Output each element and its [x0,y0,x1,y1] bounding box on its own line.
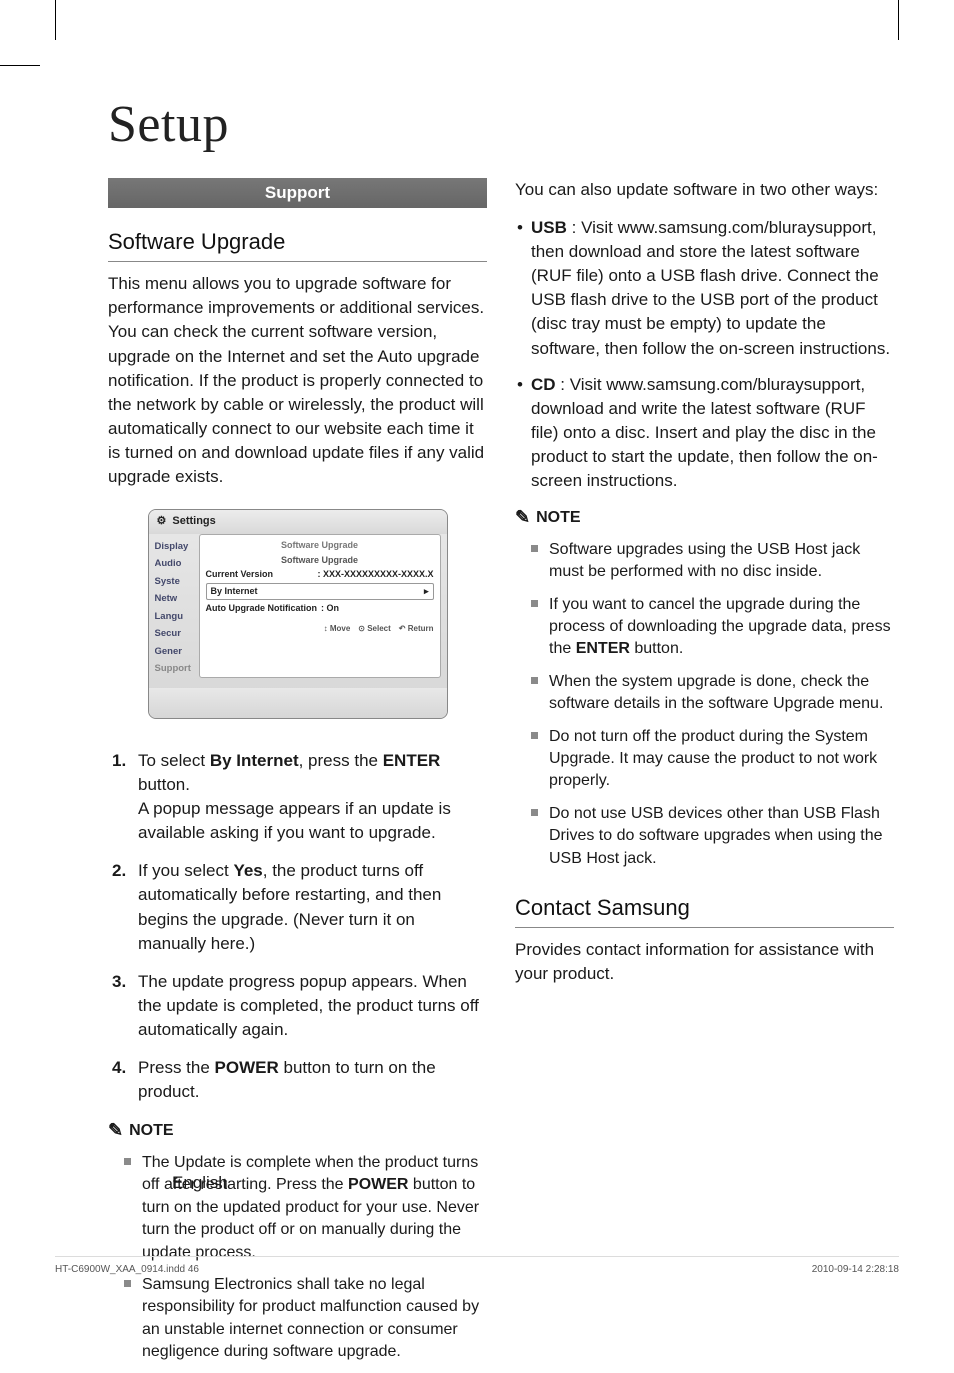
move-hint: ↕ Move [324,623,351,634]
cv-value: : XXX-XXXXXXXXX-XXXX.X [273,568,433,581]
select-hint: ⊙ Select [358,623,391,634]
note-item: If you want to cancel the upgrade during… [549,594,894,661]
note-item: Software upgrades using the USB Host jac… [549,539,894,584]
footer-lang: English [172,1171,228,1195]
col2-intro: You can also update software in two othe… [515,178,894,202]
section-contact-samsung: Contact Samsung [515,892,894,928]
page-title: Setup [108,88,894,162]
page-footer: English [108,1171,894,1195]
note-item: When the system upgrade is done, check t… [549,671,894,716]
settings-controls: ↕ Move ⊙ Select ↶ Return [206,617,434,634]
section-software-upgrade: Software Upgrade [108,226,487,262]
crop-mark [55,0,56,40]
sidebar-item: Support [155,660,199,677]
support-heading: Support [108,178,487,208]
auto-upgrade-row: Auto Upgrade Notification : On [206,602,434,615]
note-item: Do not use USB devices other than USB Fl… [549,803,894,870]
sidebar-item: Secur [155,625,199,642]
note-label: NOTE [129,1120,173,1143]
step-4: Press the POWER button to turn on the pr… [138,1056,487,1104]
step-2: If you select Yes, the product turns off… [138,859,487,956]
settings-sidebar: Display Audio Syste Netw Langu Secur Gen… [155,534,199,678]
gear-icon: ⚙ [157,514,167,530]
note-icon: ✎ [515,505,530,531]
step-3: The update progress popup appears. When … [138,970,487,1042]
print-file: HT-C6900W_XAA_0914.indd 46 [55,1263,199,1277]
note-item: Samsung Electronics shall take no legal … [142,1274,487,1364]
by-internet-label: By Internet [211,585,258,598]
settings-label: Settings [172,514,215,530]
print-date: 2010-09-14 2:28:18 [812,1263,899,1277]
settings-subheader: Software Upgrade [206,554,434,567]
note-item: The Update is complete when the product … [142,1152,487,1264]
settings-title: ⚙ Settings [149,510,447,534]
note-label: NOTE [536,507,580,530]
steps-list: To select By Internet, press the ENTER b… [108,749,487,1105]
sidebar-item: Gener [155,643,199,660]
note-heading: ✎ NOTE [515,505,894,531]
sidebar-item: Netw [155,590,199,607]
print-info: HT-C6900W_XAA_0914.indd 46 2010-09-14 2:… [55,1256,899,1277]
page-content: Setup Support Software Upgrade This menu… [108,88,894,1267]
settings-lower [149,688,447,718]
settings-header: Software Upgrade [206,539,434,552]
settings-main: Software Upgrade Software Upgrade Curren… [199,534,441,678]
sidebar-item: Display [155,538,199,555]
auto-label: Auto Upgrade Notification [206,602,318,615]
cv-label: Current Version [206,568,274,581]
by-internet-row: By Internet ▸ [206,583,434,600]
note-item: Do not turn off the product during the S… [549,726,894,793]
note-heading: ✎ NOTE [108,1118,487,1144]
intro-text: This menu allows you to upgrade software… [108,272,487,489]
note-list-b: Software upgrades using the USB Host jac… [515,539,894,870]
usb-method: USB : Visit www.samsung.com/bluraysuppor… [531,216,894,361]
cd-method: CD : Visit www.samsung.com/bluraysupport… [531,373,894,494]
chevron-right-icon: ▸ [424,585,429,598]
crop-mark [898,0,899,40]
note-icon: ✎ [108,1118,123,1144]
settings-screenshot: ⚙ Settings Display Audio Syste Netw Lang… [148,509,448,718]
current-version-row: Current Version : XXX-XXXXXXXXX-XXXX.X [206,568,434,581]
crop-mark [0,65,40,66]
return-hint: ↶ Return [399,623,434,634]
auto-value: : On [321,602,339,615]
sidebar-item: Audio [155,555,199,572]
step-1: To select By Internet, press the ENTER b… [138,749,487,846]
sidebar-item: Syste [155,573,199,590]
sidebar-item: Langu [155,608,199,625]
contact-body: Provides contact information for assista… [515,938,894,986]
update-methods: USB : Visit www.samsung.com/bluraysuppor… [515,216,894,493]
